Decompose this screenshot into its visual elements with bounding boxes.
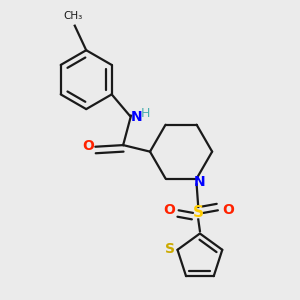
Text: N: N	[194, 176, 205, 190]
Text: O: O	[163, 203, 175, 217]
Text: H: H	[141, 106, 150, 119]
Text: S: S	[193, 206, 204, 220]
Text: S: S	[165, 242, 175, 256]
Text: O: O	[82, 139, 94, 153]
Text: N: N	[131, 110, 142, 124]
Text: O: O	[222, 203, 234, 217]
Text: CH₃: CH₃	[64, 11, 83, 21]
